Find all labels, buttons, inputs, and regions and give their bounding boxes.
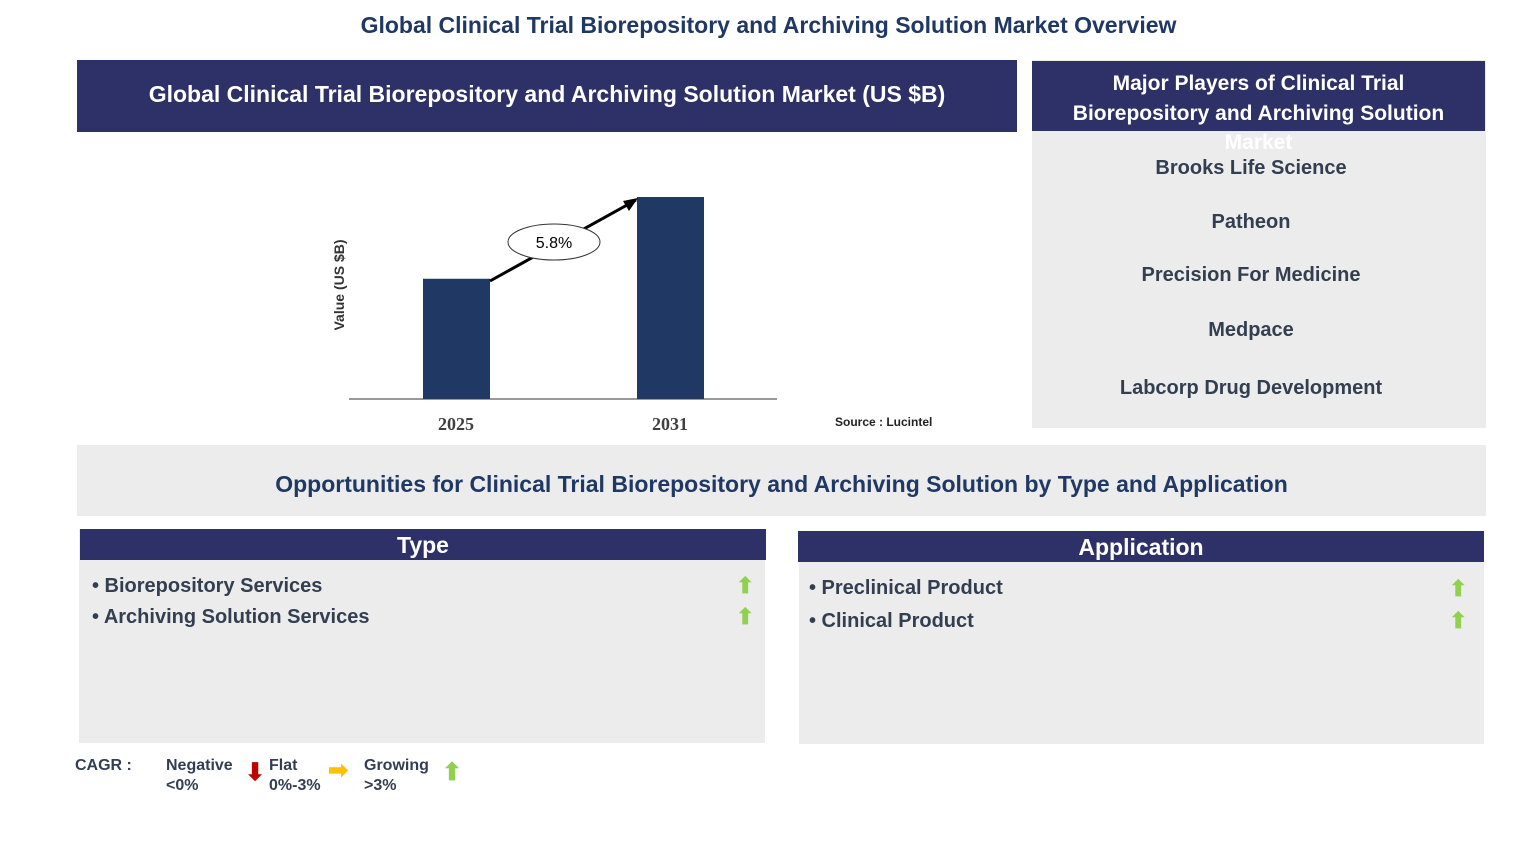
legend-flat: Flat 0%-3% (269, 756, 321, 796)
player-item: Patheon (1211, 211, 1291, 233)
application-header: Application (798, 531, 1484, 562)
x-tick-2025: 2025 (438, 414, 474, 434)
arrowhead (623, 198, 638, 211)
type-header: Type (80, 529, 766, 560)
right-arrow-icon: ➡ (328, 757, 349, 784)
cagr-label: 5.8% (536, 235, 572, 252)
bar-2031 (637, 197, 704, 399)
player-item: Precision For Medicine (1141, 264, 1361, 286)
legend-growing: Growing >3% (364, 756, 429, 796)
application-item: • Clinical Product (809, 610, 974, 632)
chart-header: Global Clinical Trial Biorepository and … (77, 60, 1017, 132)
cagr-bubble (507, 223, 601, 261)
legend-label: CAGR : (75, 757, 132, 774)
legend-flat-label: Flat (269, 757, 298, 774)
players-header-line2: Biorepository and Archiving Solution (1072, 102, 1445, 125)
application-item: • Preclinical Product (809, 577, 1003, 599)
legend-flat-range: 0%-3% (269, 777, 321, 794)
players-header: Major Players of Clinical Trial Biorepos… (1032, 61, 1485, 131)
x-tick-2031: 2031 (652, 414, 688, 434)
bar-2025 (423, 278, 490, 399)
players-header-line1: Major Players of Clinical Trial (1112, 72, 1405, 95)
legend-negative: Negative <0% (166, 756, 233, 796)
type-item: • Biorepository Services (92, 575, 323, 597)
bar-chart: Value (US $B) 5.8% 2025 2031 (331, 197, 777, 434)
legend-negative-range: <0% (166, 777, 199, 794)
page-title: Global Clinical Trial Biorepository and … (360, 12, 1177, 38)
legend-growing-range: >3% (364, 777, 397, 794)
growing-arrow-icon: ⬆ (1449, 608, 1468, 633)
source-note: Source : Lucintel (835, 415, 933, 429)
growing-arrow-icon: ⬆ (736, 604, 755, 629)
growing-arrow-icon: ⬆ (736, 573, 755, 598)
down-arrow-icon: ⬇ (245, 759, 266, 786)
player-item: Brooks Life Science (1155, 157, 1347, 179)
type-item: • Archiving Solution Services (92, 606, 370, 628)
player-item: Labcorp Drug Development (1119, 377, 1383, 399)
legend-negative-label: Negative (166, 757, 233, 774)
up-arrow-icon: ⬆ (442, 759, 463, 786)
y-axis-label: Value (US $B) (331, 239, 347, 330)
legend-growing-label: Growing (364, 757, 429, 774)
type-panel (79, 529, 765, 743)
player-item: Medpace (1208, 319, 1294, 341)
growing-arrow-icon: ⬆ (1449, 576, 1468, 601)
opportunities-banner: Opportunities for Clinical Trial Biorepo… (77, 445, 1486, 516)
players-header-line3: Market (1224, 131, 1293, 154)
application-panel (799, 531, 1484, 744)
